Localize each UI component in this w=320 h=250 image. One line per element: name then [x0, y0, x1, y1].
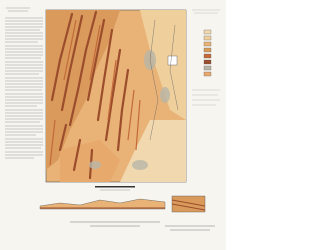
left-text-column — [5, 7, 43, 159]
map-sheet — [0, 0, 226, 250]
title-block — [70, 221, 215, 231]
cross-sections — [39, 195, 206, 213]
legend — [192, 9, 220, 106]
geologic-map — [45, 9, 187, 183]
scale-bar — [95, 186, 135, 191]
